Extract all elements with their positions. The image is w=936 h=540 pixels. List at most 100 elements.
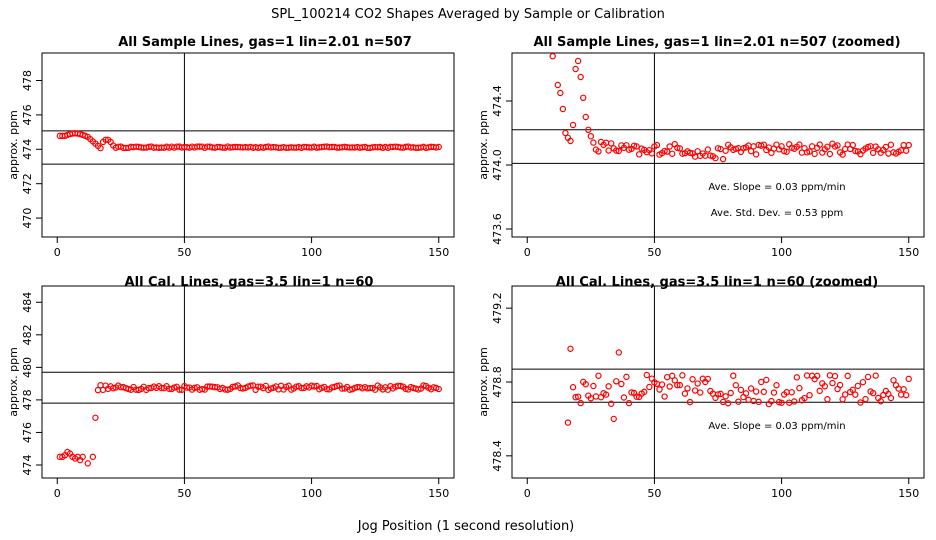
data-point xyxy=(615,349,623,356)
data-point xyxy=(763,376,770,384)
chart-annotation: Ave. Slope = 0.03 ppm/min xyxy=(708,421,845,432)
data-point xyxy=(788,389,795,396)
data-point xyxy=(610,415,617,423)
chart-panel-3: All Cal. Lines, gas=3.5 lin=1 n=60 0 50 100… xyxy=(7,275,455,500)
chart-title: All Sample Lines, gas=1 lin=2.01 n=507 (… xyxy=(533,35,900,50)
data-point xyxy=(643,371,650,379)
data-point xyxy=(656,386,663,393)
data-point xyxy=(834,142,841,149)
data-point xyxy=(730,372,737,379)
data-point xyxy=(582,381,589,388)
data-point xyxy=(824,396,831,403)
chart-annotation: Ave. Std. Dev. = 0.53 ppm xyxy=(711,208,843,219)
x-tick-label: 0 xyxy=(54,487,61,500)
data-point xyxy=(704,146,712,153)
data-point xyxy=(755,398,762,406)
data-point xyxy=(92,414,99,421)
data-point xyxy=(646,383,653,391)
data-point xyxy=(618,380,625,388)
data-point xyxy=(333,382,341,390)
y-tick-label: 478 xyxy=(21,70,34,91)
x-tick-label: 50 xyxy=(177,487,191,500)
data-point xyxy=(557,89,564,97)
data-point xyxy=(862,395,869,403)
data-point xyxy=(869,389,877,397)
data-point xyxy=(84,460,91,467)
data-point xyxy=(758,378,765,386)
data-point xyxy=(671,377,678,384)
figure-title: SPL_100214 CO2 Shapes Averaged by Sample… xyxy=(271,7,665,22)
data-point xyxy=(821,383,829,390)
data-point xyxy=(574,57,582,65)
data-point xyxy=(864,373,872,381)
x-tick-label: 100 xyxy=(771,487,792,500)
data-point xyxy=(796,384,803,392)
data-point xyxy=(432,144,440,151)
y-tick-label: 473.6 xyxy=(491,213,504,245)
data-point xyxy=(686,149,694,157)
y-tick-label: 474 xyxy=(21,139,34,160)
data-point xyxy=(620,394,628,401)
y-tick-label: 482 xyxy=(21,324,34,345)
data-point xyxy=(587,132,595,140)
data-point xyxy=(199,385,206,393)
data-point xyxy=(849,386,856,394)
data-point xyxy=(580,94,587,102)
data-point xyxy=(630,142,638,149)
data-point xyxy=(778,399,785,406)
chart-title: All Cal. Lines, gas=3.5 lin=1 n=60 xyxy=(125,275,374,290)
data-point xyxy=(79,453,86,461)
data-point xyxy=(567,137,574,145)
data-point xyxy=(844,372,851,380)
y-axis-label: approx. ppm xyxy=(477,110,490,180)
x-tick-label: 100 xyxy=(301,246,322,259)
y-tick-label: 474 xyxy=(21,454,34,475)
data-point xyxy=(900,386,907,393)
data-point xyxy=(852,147,859,155)
figure-xlabel: Jog Position (1 second resolution) xyxy=(357,519,575,534)
data-point xyxy=(887,141,895,148)
data-point xyxy=(816,387,823,395)
data-point xyxy=(836,381,844,389)
data-point xyxy=(564,419,572,426)
y-tick-label: 470 xyxy=(21,208,34,229)
data-point xyxy=(760,388,767,396)
data-point xyxy=(793,374,801,381)
data-point xyxy=(595,148,602,155)
data-point xyxy=(839,396,846,403)
data-point xyxy=(902,391,910,399)
chart-panel-1: All Sample Lines, gas=1 lin=2.01 n=507 0 5… xyxy=(7,35,455,259)
y-axis-label: approx. ppm xyxy=(477,347,490,417)
data-point xyxy=(577,73,584,81)
data-point xyxy=(310,383,318,390)
chart-panel-4: All Cal. Lines, gas=3.5 lin=1 n=60 (zoom… xyxy=(477,275,925,500)
data-point xyxy=(841,391,849,398)
data-point xyxy=(824,143,831,151)
data-point xyxy=(770,389,778,396)
data-point xyxy=(595,372,602,379)
data-point xyxy=(801,394,808,402)
data-point xyxy=(826,150,834,158)
data-series xyxy=(56,130,442,152)
data-point xyxy=(435,143,442,151)
data-point xyxy=(572,65,579,73)
x-tick-label: 0 xyxy=(524,246,531,259)
data-series xyxy=(549,53,912,163)
x-tick-label: 100 xyxy=(301,487,322,500)
data-point xyxy=(877,398,884,405)
data-point xyxy=(605,147,612,154)
data-point xyxy=(732,145,740,152)
data-point xyxy=(674,381,681,389)
data-point xyxy=(760,141,767,148)
data-point xyxy=(89,453,97,461)
data-point xyxy=(694,380,701,387)
data-point xyxy=(806,391,813,399)
data-point xyxy=(813,372,821,380)
data-point xyxy=(679,150,686,157)
data-point xyxy=(719,155,727,163)
data-point xyxy=(717,390,724,398)
data-point xyxy=(676,381,684,389)
x-tick-label: 100 xyxy=(771,246,792,259)
data-point xyxy=(714,391,722,398)
